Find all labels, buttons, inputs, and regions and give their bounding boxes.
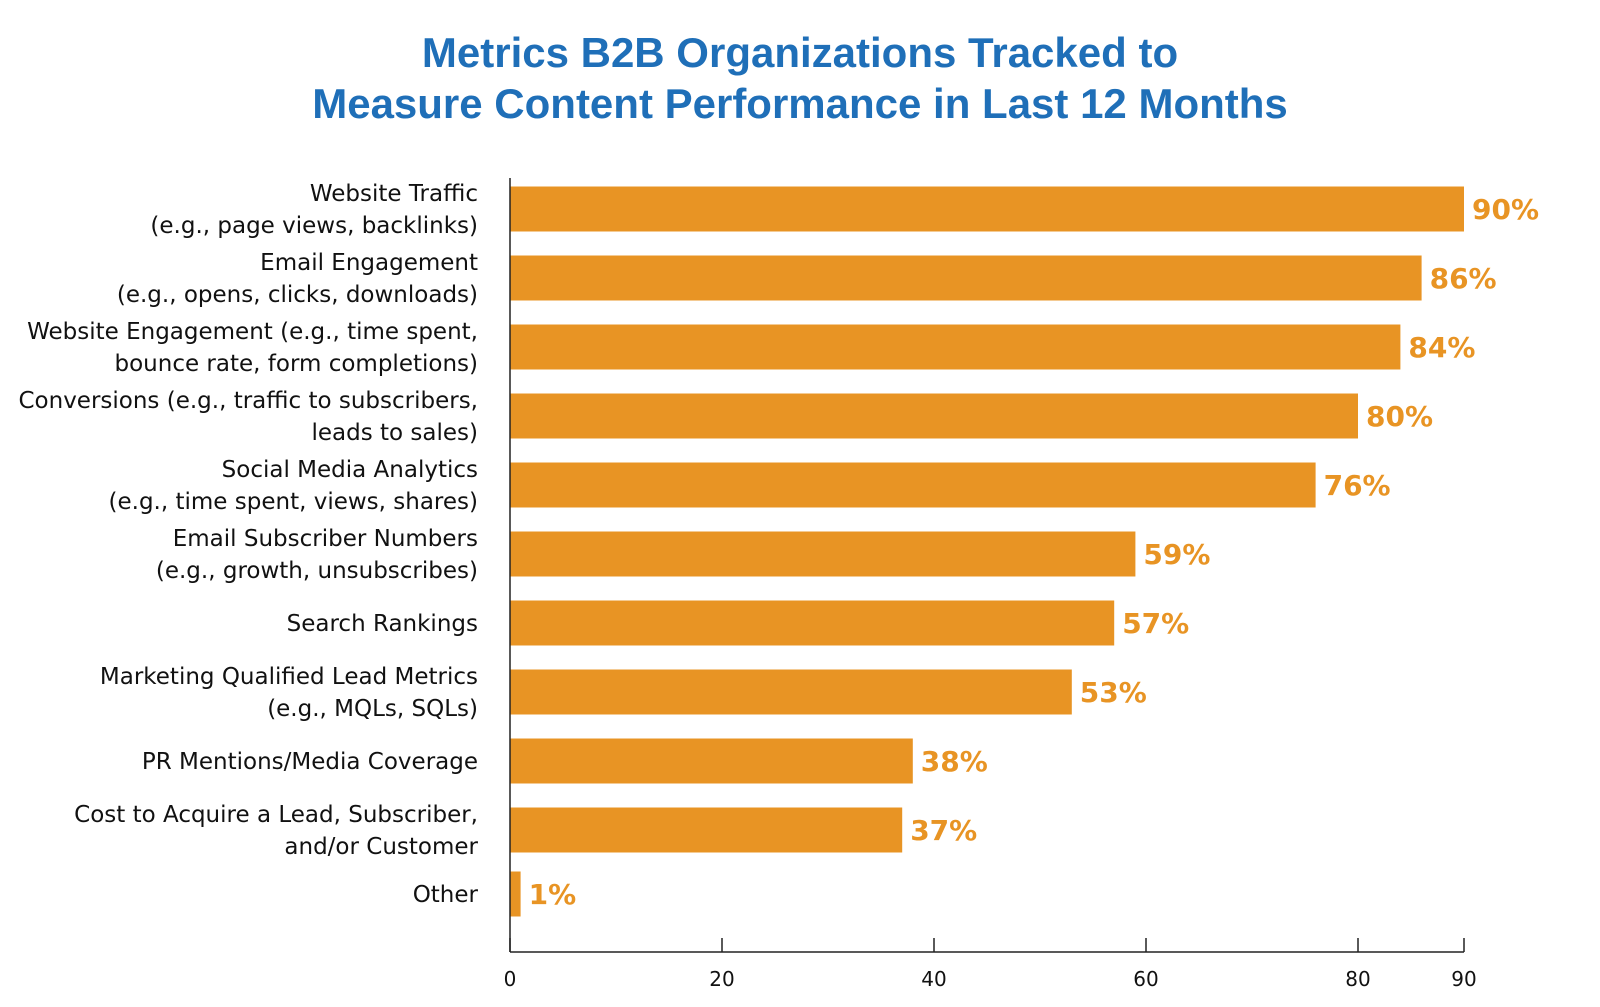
- bar-3: [510, 324, 1401, 370]
- bar-2: [510, 255, 1422, 301]
- category-label-3-line-1: Website Engagement (e.g., time spent,: [27, 319, 478, 345]
- value-label-7: 57%: [1122, 607, 1189, 640]
- value-label-1: 90%: [1472, 193, 1539, 226]
- category-labels: Website Traffic (e.g., page views, backli…: [18, 181, 478, 908]
- bar-8: [510, 669, 1072, 715]
- category-label-5-line-1: Social Media Analytics: [222, 457, 478, 483]
- bar-1: [510, 186, 1464, 232]
- category-label-8-line-2: (e.g., MQLs, SQLs): [267, 696, 478, 722]
- value-label-9: 38%: [921, 745, 988, 778]
- x-tick-label-40: 40: [921, 967, 946, 991]
- category-label-5-line-2: (e.g., time spent, views, shares): [109, 489, 478, 515]
- bar-7: [510, 600, 1115, 646]
- category-label-4-line-1: Conversions (e.g., traffic to subscriber…: [18, 388, 478, 414]
- bar-11: [510, 871, 521, 917]
- chart-title-line-2: Measure Content Performance in Last 12 M…: [312, 80, 1288, 127]
- category-label-4-line-2: leads to sales): [311, 420, 478, 446]
- value-label-5: 76%: [1324, 469, 1391, 502]
- x-axis: 0 20 40 60 80 90: [504, 178, 1477, 991]
- category-label-2-line-1: Email Engagement: [260, 250, 478, 276]
- bar-10: [510, 807, 903, 853]
- value-label-11: 1%: [529, 878, 577, 911]
- value-label-8: 53%: [1080, 676, 1147, 709]
- value-label-6: 59%: [1143, 538, 1210, 571]
- category-label-3-line-2: bounce rate, form completions): [115, 351, 479, 377]
- x-tick-label-80: 80: [1345, 967, 1370, 991]
- chart-title-line-1: Metrics B2B Organizations Tracked to: [422, 29, 1178, 76]
- category-label-9: PR Mentions/Media Coverage: [142, 749, 478, 775]
- category-label-10-line-2: and/or Customer: [284, 834, 478, 860]
- bar-9: [510, 738, 913, 784]
- value-label-3: 84%: [1408, 331, 1475, 364]
- value-label-10: 37%: [910, 814, 977, 847]
- value-label-2: 86%: [1430, 262, 1497, 295]
- bar-5: [510, 462, 1316, 508]
- category-label-6-line-1: Email Subscriber Numbers: [173, 526, 478, 552]
- category-label-1-line-2: (e.g., page views, backlinks): [150, 213, 478, 239]
- category-label-11: Other: [413, 882, 479, 908]
- bar-4: [510, 393, 1358, 439]
- value-labels: 90% 86% 84% 80% 76% 59% 57% 53% 38% 37% 1%: [529, 193, 1539, 911]
- chart-title: Metrics B2B Organizations Tracked toMeas…: [312, 29, 1288, 127]
- x-tick-label-20: 20: [709, 967, 734, 991]
- category-label-2-line-2: (e.g., opens, clicks, downloads): [117, 282, 478, 308]
- x-tick-label-60: 60: [1133, 967, 1158, 991]
- category-label-1-line-1: Website Traffic: [310, 181, 478, 207]
- x-tick-label-90: 90: [1451, 967, 1476, 991]
- value-label-4: 80%: [1366, 400, 1433, 433]
- category-label-7: Search Rankings: [287, 611, 478, 637]
- bars: [510, 186, 1464, 917]
- bar-6: [510, 531, 1136, 577]
- x-tick-label-0: 0: [504, 967, 517, 991]
- category-label-10-line-1: Cost to Acquire a Lead, Subscriber,: [74, 802, 478, 828]
- category-label-6-line-2: (e.g., growth, unsubscribes): [156, 558, 478, 584]
- category-label-8-line-1: Marketing Qualified Lead Metrics: [100, 664, 478, 690]
